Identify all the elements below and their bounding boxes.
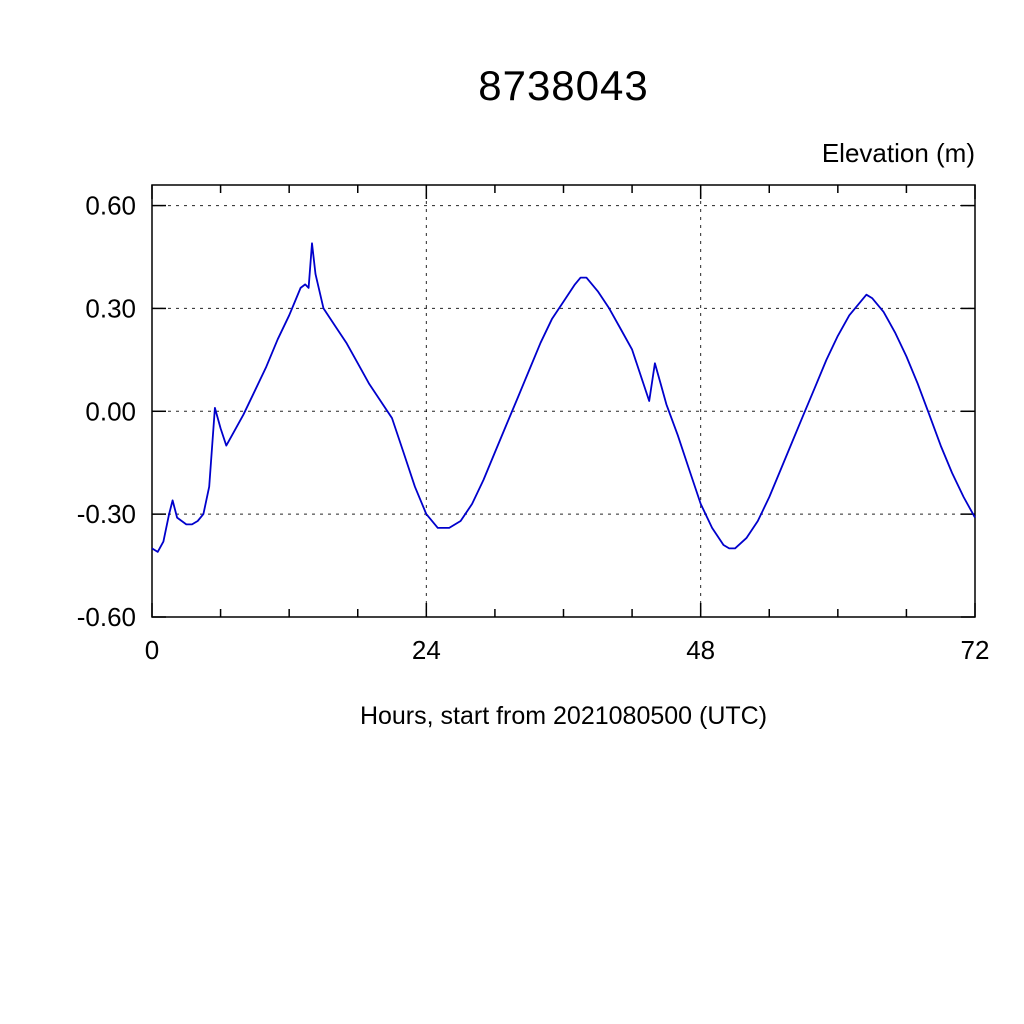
axes-frame [151,184,976,618]
x-tick-label: 48 [686,635,715,665]
y-tick-label: 0.60 [85,191,136,221]
y-tick-label: 0.00 [85,396,136,426]
y-tick-label: -0.60 [77,602,136,632]
x-tick-label: 72 [961,635,990,665]
y-axis-label: Elevation (m) [821,138,975,168]
chart-title: 8738043 [478,62,649,109]
x-tick-label: 24 [412,635,441,665]
y-tick-label: 0.30 [85,293,136,323]
y-tick-label: -0.30 [77,499,136,529]
x-tick-label: 0 [145,635,159,665]
elevation-line [151,242,976,553]
x-axis-label: Hours, start from 2021080500 (UTC) [359,702,768,730]
